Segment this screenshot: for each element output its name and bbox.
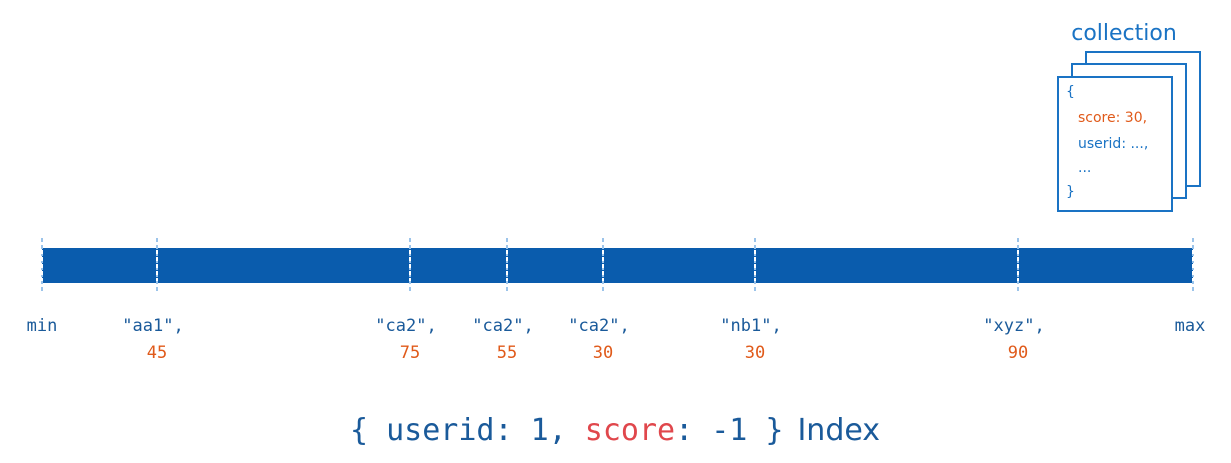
collection-title: collection (1071, 21, 1177, 46)
index-bar (42, 248, 1193, 283)
caption-part: { userid: 1, (350, 413, 585, 448)
caption-part: Index (797, 413, 880, 448)
min-label: min (27, 316, 58, 336)
entry-score: 75 (400, 343, 420, 363)
doc-open: { (1066, 84, 1075, 100)
entry-userid: "aa1", (122, 316, 183, 336)
caption-part: : -1 } (675, 413, 783, 448)
doc-close: } (1066, 184, 1075, 200)
entry-userid: "nb1", (720, 316, 781, 336)
entry-score: 30 (593, 343, 613, 363)
caption-part: score (585, 413, 675, 448)
entry-userid: "xyz", (983, 316, 1044, 336)
entry-score: 90 (1008, 343, 1028, 363)
entry-score: 30 (745, 343, 765, 363)
entry-score: 55 (497, 343, 517, 363)
caption: { userid: 1, score: -1 } Index (350, 413, 880, 448)
entry-userid: "ca2", (568, 316, 629, 336)
doc-line: score: 30, (1078, 110, 1147, 126)
page-front (1057, 76, 1173, 212)
max-label: max (1175, 316, 1206, 336)
entry-userid: "ca2", (375, 316, 436, 336)
entry-score: 45 (147, 343, 167, 363)
doc-line: ... (1078, 160, 1091, 176)
doc-line: userid: ..., (1078, 136, 1148, 152)
entry-userid: "ca2", (472, 316, 533, 336)
